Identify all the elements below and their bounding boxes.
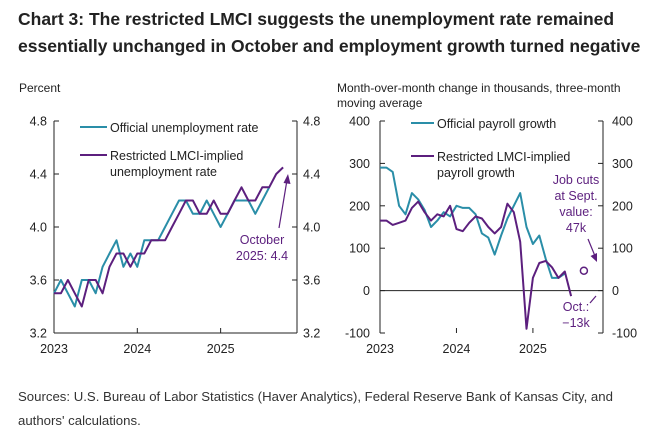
right-series-official: [380, 166, 566, 279]
right-annotation-oct-1: Oct.:: [563, 300, 589, 314]
right-ytick-label-left: 300: [349, 157, 370, 171]
left-xtick-label: 2025: [207, 342, 235, 356]
chart-area: Percent Official unemployment rate Restr…: [19, 81, 637, 357]
right-ytick-label-left: 200: [349, 199, 370, 213]
right-ytick-label-right: 0: [612, 284, 619, 298]
right-ylabel-line1: Month-over-month change in thousands, th…: [337, 81, 621, 95]
right-annotation-oct-2: −13k: [562, 316, 590, 330]
left-ytick-label-right: 3.2: [303, 327, 320, 341]
right-annotation-sept-3: value:: [559, 205, 592, 219]
right-annotation-sept-arrow: [587, 238, 596, 257]
right-ytick-label-left: 400: [349, 115, 370, 129]
right-ytick-label-left: 100: [349, 242, 370, 256]
sources-line-1: Sources: U.S. Bureau of Labor Statistics…: [18, 389, 613, 404]
right-ytick-label-left: 0: [363, 284, 370, 298]
right-annotation-sept-2: at Sept.: [554, 189, 597, 203]
left-ytick-label-right: 3.6: [303, 274, 320, 288]
left-annotation-line2: 2025: 4.4: [236, 249, 288, 263]
chart-title-line-1: Chart 3: The restricted LMCI suggests th…: [18, 9, 615, 29]
left-legend-line2: Restricted LMCI-implied: [110, 149, 243, 163]
left-ytick-label-right: 4.0: [303, 221, 320, 235]
right-xtick-label: 2024: [443, 342, 471, 356]
left-ylabel: Percent: [19, 81, 61, 95]
right-ylabel-line2: moving average: [337, 96, 423, 110]
left-legend-line3: unemployment rate: [110, 165, 217, 179]
left-legend-line1: Official unemployment rate: [110, 121, 258, 135]
right-annotation-sept-4: 47k: [566, 221, 587, 235]
right-ytick-label-right: 400: [612, 115, 633, 129]
left-annotation-arrow: [278, 179, 288, 229]
left-xtick-label: 2024: [123, 342, 151, 356]
right-annotation-sept-arrowhead: [590, 253, 597, 262]
left-xtick-label: 2023: [40, 342, 68, 356]
right-legend-line1: Official payroll growth: [437, 117, 556, 131]
right-annotation-sept-1: Job cuts: [553, 173, 600, 187]
right-ytick-label-right: -100: [612, 327, 637, 341]
right-xtick-label: 2023: [366, 342, 394, 356]
left-ytick-label-left: 4.8: [30, 115, 47, 129]
sources-note: Sources: U.S. Bureau of Labor Statistics…: [18, 385, 658, 433]
right-ytick-label-right: 100: [612, 242, 633, 256]
left-ytick-label-right: 4.8: [303, 115, 320, 129]
chart-title-line-2: essentially unchanged in October and emp…: [18, 36, 641, 56]
right-series-restricted: [380, 200, 573, 330]
left-ytick-label-left: 3.2: [30, 327, 47, 341]
left-ytick-label-left: 4.0: [30, 221, 47, 235]
left-annotation-line1: October: [240, 233, 284, 247]
left-series-restricted: [54, 166, 284, 308]
left-annotation-arrowhead: [283, 174, 291, 184]
right-legend-line2: Restricted LMCI-implied: [437, 150, 570, 164]
chart-title: Chart 3: The restricted LMCI suggests th…: [18, 6, 658, 60]
right-legend-line3: payroll growth: [437, 166, 515, 180]
sources-line-2: authors' calculations.: [18, 413, 141, 428]
right-annotation-oct-arrow: [589, 295, 597, 304]
right-ytick-label-right: 200: [612, 199, 633, 213]
left-ytick-label-left: 4.4: [30, 168, 47, 182]
right-xtick-label: 2025: [519, 342, 547, 356]
right-highlight-point: [579, 266, 589, 275]
left-ytick-label-right: 4.4: [303, 168, 320, 182]
left-ytick-label-left: 3.6: [30, 274, 47, 288]
right-ytick-label-left: -100: [345, 327, 370, 341]
right-ytick-label-right: 300: [612, 157, 633, 171]
